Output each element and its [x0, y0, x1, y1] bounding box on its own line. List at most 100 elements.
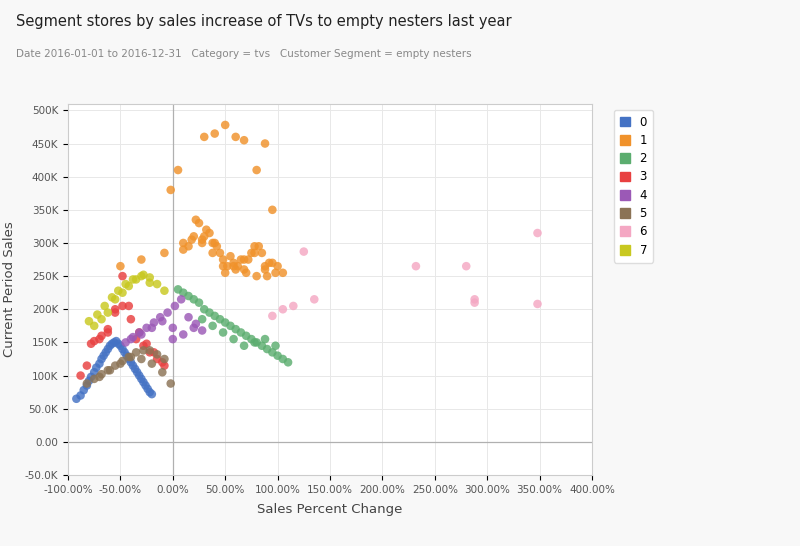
3	[137, 341, 150, 350]
5	[143, 346, 156, 355]
3	[130, 335, 142, 343]
1	[208, 239, 221, 247]
1	[219, 121, 232, 129]
1	[250, 272, 263, 281]
7	[98, 301, 111, 310]
2	[224, 322, 237, 330]
0	[135, 375, 148, 383]
3	[95, 331, 108, 340]
2	[255, 341, 268, 350]
Y-axis label: Current Period Sales: Current Period Sales	[3, 222, 17, 357]
7	[95, 315, 108, 324]
2	[261, 345, 274, 353]
4	[147, 318, 160, 327]
0	[78, 386, 90, 395]
1	[245, 248, 258, 257]
5	[146, 359, 158, 368]
0	[133, 371, 146, 380]
0	[118, 348, 131, 357]
2	[182, 292, 195, 300]
7	[109, 295, 122, 304]
4	[196, 326, 209, 335]
X-axis label: Sales Percent Change: Sales Percent Change	[258, 503, 402, 516]
5	[93, 372, 106, 381]
2	[234, 328, 247, 337]
7	[143, 273, 156, 282]
3	[109, 308, 122, 317]
1	[234, 255, 247, 264]
4	[140, 323, 153, 332]
1	[190, 215, 202, 224]
3	[109, 305, 122, 313]
2	[227, 335, 240, 343]
4	[166, 323, 179, 332]
4	[135, 330, 148, 339]
2	[196, 315, 209, 324]
7	[119, 280, 132, 288]
7	[137, 270, 150, 279]
0	[130, 368, 143, 377]
2	[245, 335, 258, 343]
1	[114, 262, 127, 270]
3	[125, 315, 138, 324]
2	[277, 355, 290, 364]
5	[103, 366, 116, 375]
4	[169, 301, 182, 310]
1	[258, 265, 271, 274]
0	[143, 388, 156, 396]
0	[116, 345, 129, 353]
7	[112, 286, 125, 295]
2	[248, 338, 261, 347]
5	[137, 346, 150, 355]
6	[298, 247, 310, 256]
6	[308, 295, 321, 304]
0	[142, 384, 154, 393]
7	[106, 293, 118, 302]
1	[196, 239, 209, 247]
7	[116, 288, 129, 297]
2	[193, 298, 206, 307]
1	[271, 262, 284, 270]
1	[217, 262, 230, 270]
7	[130, 275, 142, 284]
2	[258, 335, 271, 343]
0	[139, 381, 152, 390]
6	[468, 295, 481, 304]
5	[95, 370, 108, 378]
6	[531, 229, 544, 238]
1	[230, 265, 242, 274]
4	[154, 313, 166, 322]
1	[158, 248, 171, 257]
1	[252, 242, 265, 251]
5	[164, 379, 177, 388]
4	[119, 338, 132, 347]
5	[158, 355, 171, 364]
1	[227, 262, 240, 270]
3	[147, 348, 160, 357]
3	[116, 301, 129, 310]
3	[156, 358, 169, 367]
4	[166, 335, 179, 343]
1	[217, 255, 230, 264]
0	[103, 341, 116, 350]
3	[93, 335, 106, 343]
2	[219, 318, 232, 327]
0	[129, 365, 142, 373]
Text: Date 2016-01-01 to 2016-12-31   Category = tvs   Customer Segment = empty nester: Date 2016-01-01 to 2016-12-31 Category =…	[16, 49, 472, 59]
2	[206, 322, 219, 330]
1	[219, 269, 232, 277]
0	[108, 338, 121, 347]
0	[137, 378, 150, 387]
4	[177, 330, 190, 339]
0	[85, 372, 98, 381]
7	[158, 286, 171, 295]
2	[198, 305, 210, 313]
1	[277, 269, 290, 277]
0	[93, 359, 106, 368]
2	[177, 288, 190, 297]
4	[190, 319, 202, 328]
0	[112, 340, 125, 348]
1	[224, 252, 237, 260]
1	[221, 262, 234, 270]
1	[242, 255, 254, 264]
